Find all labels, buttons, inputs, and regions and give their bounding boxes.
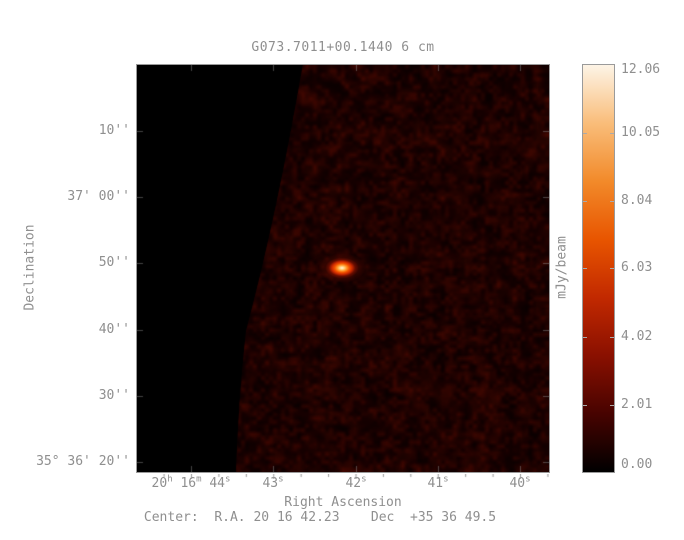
colorbar-tick: [610, 405, 614, 406]
colorbar-tick: [583, 268, 587, 269]
x-tick-label: 41s: [427, 474, 449, 491]
colorbar-tick-label: 0.00: [621, 457, 653, 472]
colorbar-tick: [583, 337, 587, 338]
sky-map-plot: [136, 64, 550, 513]
colorbar-tick-label: 12.06: [621, 62, 661, 77]
colorbar-tick-label: 8.04: [621, 193, 653, 208]
colorbar-tick-label: 10.05: [621, 125, 661, 140]
bottom-tick-strip: [137, 474, 549, 479]
x-tick-label: 43s: [262, 474, 284, 491]
beam-marker: [297, 502, 308, 513]
colorbar-tick-label: 6.03: [621, 260, 653, 275]
colorbar-tick: [610, 201, 614, 202]
colorbar-tick: [610, 133, 614, 134]
colorbar-tick: [583, 133, 587, 134]
colorbar: [582, 64, 615, 473]
y-axis-label: Declination: [22, 224, 38, 311]
colorbar-tick: [583, 201, 587, 202]
y-tick-label: 30'': [98, 388, 130, 403]
y-tick-label: 35° 36' 20'': [36, 454, 130, 469]
center-coordinates-caption: Center: R.A. 20 16 42.23 Dec +35 36 49.5: [143, 510, 497, 525]
colorbar-tick-label: 2.01: [621, 397, 653, 412]
colorbar-tick: [583, 405, 587, 406]
colorbar-axis-label: mJy/beam: [554, 236, 570, 299]
x-tick-label: 40s: [509, 474, 531, 491]
colorbar-tick: [610, 268, 614, 269]
plot-title: G073.7011+00.1440 6 cm: [251, 40, 435, 55]
radio-source-marker: [318, 253, 366, 283]
x-axis-label: Right Ascension: [284, 495, 402, 510]
x-tick-label: 20h 16m 44s: [151, 474, 231, 491]
y-tick-label: 50'': [98, 255, 130, 270]
x-tick-label: 42s: [345, 474, 367, 491]
colorbar-tick: [610, 337, 614, 338]
y-tick-label: 37' 00'': [67, 189, 130, 204]
colorbar-tick-label: 4.02: [621, 329, 653, 344]
y-tick-label: 10'': [98, 123, 130, 138]
y-tick-label: 40'': [98, 322, 130, 337]
